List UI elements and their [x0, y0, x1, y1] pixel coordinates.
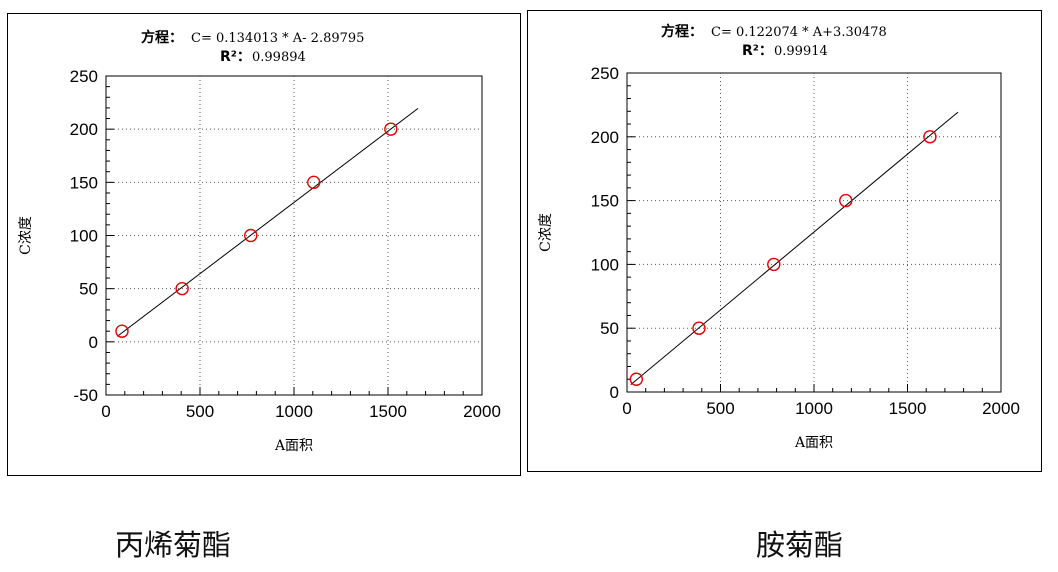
r2-label: R²： — [220, 49, 251, 65]
y-tick-label: 250 — [591, 64, 619, 83]
y-tick-label: 50 — [600, 319, 619, 338]
data-point — [175, 281, 189, 296]
y-tick-label: 100 — [591, 255, 619, 274]
fit-line — [630, 111, 959, 386]
equation-text: C= 0.134013 * A- 2.89795 — [191, 31, 364, 46]
chart-panel-1: 方程： C= 0.134013 * A- 2.89795 R²： 0.99894 0 50… — [7, 13, 521, 476]
data-point — [839, 193, 853, 208]
y-tick-label: 100 — [70, 227, 98, 246]
data-point — [307, 175, 321, 190]
chart-2-caption: 胺菊酯 — [756, 528, 844, 562]
x-tick-label: 1000 — [275, 402, 313, 421]
chart-1-caption: 丙烯菊酯 — [115, 528, 232, 562]
y-axis-title: C浓度 — [18, 216, 34, 255]
x-tick-label: 500 — [186, 402, 214, 421]
data-point — [692, 321, 706, 335]
x-tick-label: 1500 — [889, 399, 927, 418]
data-point — [384, 122, 398, 136]
x-tick-label: 1000 — [795, 399, 833, 418]
y-tick-label: 250 — [70, 67, 98, 86]
chart-panel-2: 方程： C= 0.122074 * A+3.30478 R²： 0.99914 0 500… — [527, 10, 1042, 472]
x-axis-title: A面积 — [794, 435, 833, 451]
y-tick-label: 200 — [591, 128, 619, 147]
y-tick-label: 150 — [591, 192, 619, 211]
r2-value: 0.99894 — [252, 50, 306, 65]
data-point — [115, 324, 129, 338]
data-point — [767, 257, 781, 272]
equation-text: C= 0.122074 * A+3.30478 — [711, 25, 887, 40]
x-tick-label: 1500 — [369, 402, 407, 421]
x-tick-label: 2000 — [463, 402, 501, 421]
equation-prefix: 方程： — [141, 29, 183, 46]
data-point — [923, 130, 937, 144]
r2-value: 0.99914 — [774, 44, 828, 59]
y-tick-label: 0 — [89, 333, 98, 352]
y-tick-label: 200 — [70, 120, 98, 139]
y-tick-label: 50 — [79, 280, 98, 299]
y-tick-label: -50 — [73, 386, 98, 405]
data-point — [244, 228, 258, 243]
y-tick-label: 150 — [70, 173, 98, 192]
x-tick-label: 500 — [706, 399, 734, 418]
x-axis-title: A面积 — [274, 438, 313, 454]
fit-line — [116, 107, 419, 337]
x-tick-label: 0 — [622, 399, 631, 418]
y-axis-title: C浓度 — [538, 213, 554, 252]
y-tick-label: 0 — [610, 383, 619, 402]
chart-1-svg: 方程： C= 0.134013 * A- 2.89795 R²： 0.99894 0 50… — [18, 29, 501, 454]
r2-label: R²： — [742, 43, 773, 59]
x-tick-label: 0 — [101, 402, 110, 421]
equation-prefix: 方程： — [661, 23, 703, 40]
x-tick-label: 2000 — [982, 399, 1020, 418]
data-point — [629, 372, 644, 386]
